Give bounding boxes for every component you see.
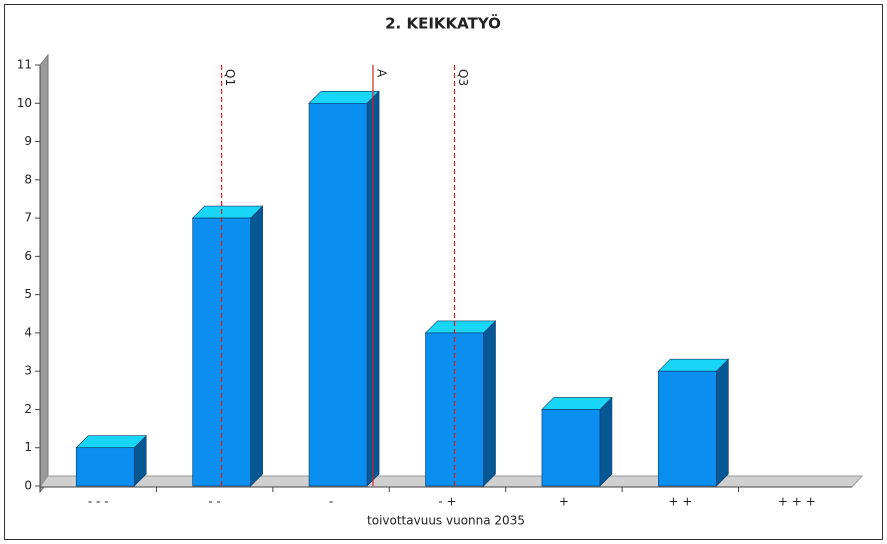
y-tick-label: 3 [24,364,32,378]
bar-top [75,435,147,449]
bar-front [658,370,717,487]
y-tick-label: 9 [24,134,32,148]
x-tick-label: + [559,495,569,509]
marker-label: Q3 [456,69,470,86]
bar-top [657,358,730,372]
y-tick-label: 6 [24,249,32,263]
bar [541,396,613,487]
x-tick-label: - [329,495,333,509]
bar-side [483,320,496,487]
x-tick-label: - - [208,495,220,509]
y-tick-label: 2 [24,402,32,416]
y-tick-label: 0 [24,479,32,493]
bar [75,435,147,487]
side-wall [39,53,49,494]
marker-label: Q1 [223,69,237,86]
bar [424,320,497,487]
bar [657,358,730,487]
x-tick-label: - + [438,495,456,509]
bar-front [75,447,135,487]
y-tick-label: 4 [24,325,32,339]
chart-title: 2. KEIKKATYÖ [385,14,501,33]
x-tick-label: + + + [778,495,816,509]
y-tick-label: 10 [17,96,32,110]
bar-side [250,205,263,487]
y-tick-label: 8 [24,172,32,186]
bar [308,90,380,487]
y-tick-label: 7 [24,211,32,225]
y-tick-label: 11 [17,58,32,72]
x-tick-label: + + [668,495,692,509]
bar-side [599,396,613,487]
bar-side [716,358,729,487]
bar-front [541,409,601,487]
x-axis-label: toivottavuus vuonna 2035 [367,514,525,528]
marker-label: A [375,69,389,78]
bar-top [424,320,497,334]
bar-front [308,102,368,487]
y-tick-label: 1 [24,440,32,454]
x-tick-label: - - - [88,495,109,509]
bar-top [541,397,613,410]
bar-top [191,205,264,219]
y-tick-label: 5 [24,287,32,301]
bar-top [308,90,380,104]
bar [191,205,264,487]
